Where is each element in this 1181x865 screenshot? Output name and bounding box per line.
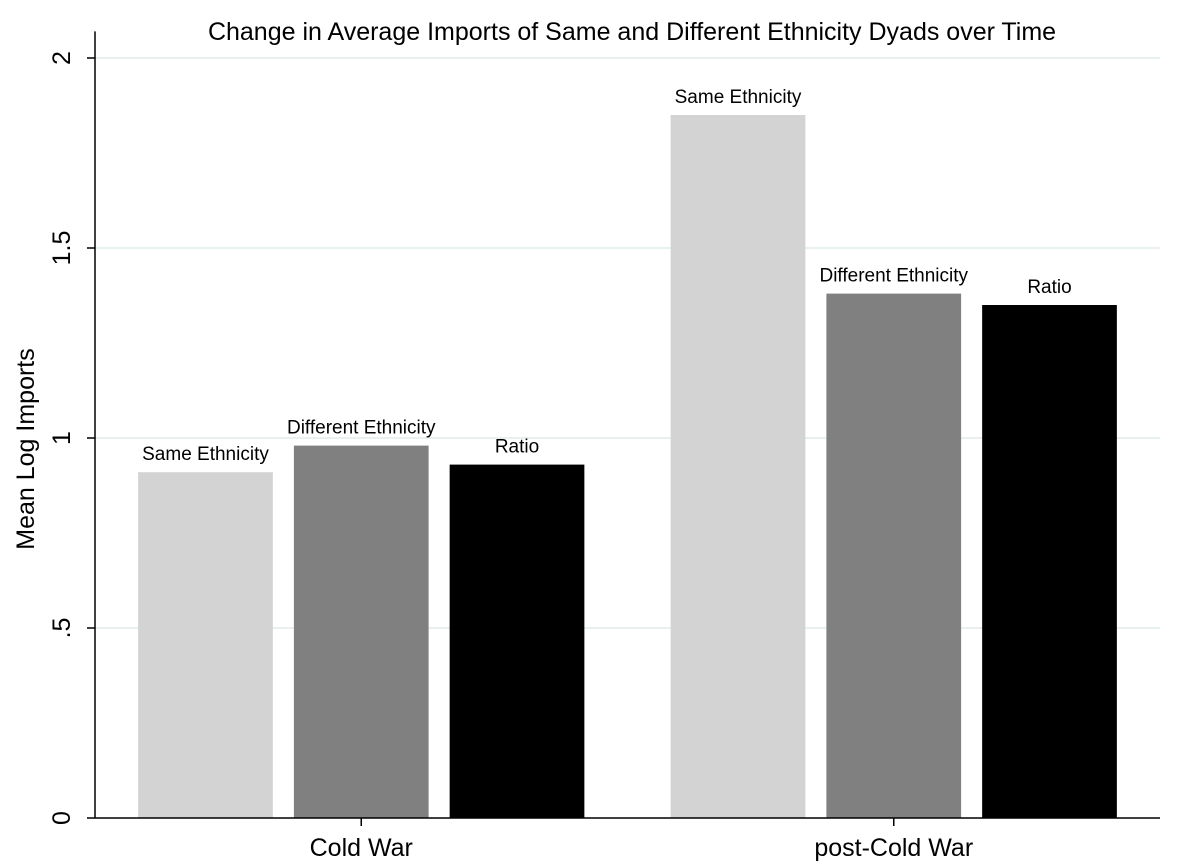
bar (982, 305, 1117, 818)
bar (449, 464, 585, 818)
x-axis-ticks: Cold War post-Cold War (310, 818, 973, 862)
bar-label: Same Ethnicity (675, 87, 802, 108)
bar-label: Ratio (1027, 277, 1071, 298)
chart-title: Change in Average Imports of Same and Di… (208, 18, 1056, 46)
x-tick-label: post-Cold War (814, 834, 973, 862)
y-tick-label: 2 (48, 51, 76, 65)
bar-label: Ratio (495, 437, 539, 458)
bar (138, 472, 273, 818)
y-tick-label: 1 (48, 431, 76, 445)
y-axis-title: Mean Log Imports (12, 348, 40, 550)
axes (94, 31, 1160, 819)
bar (826, 293, 962, 819)
y-axis-ticks: 0 .5 1 1.5 2 (48, 51, 95, 825)
y-tick-label: .5 (48, 618, 76, 639)
bar (670, 115, 806, 818)
bar (293, 445, 429, 818)
bar-label: Same Ethnicity (142, 444, 269, 465)
bars (138, 115, 1117, 819)
x-tick-label: Cold War (310, 834, 413, 862)
bar-label: Different Ethnicity (287, 418, 436, 439)
bar-labels: Same Ethnicity Different Ethnicity Ratio Sa… (142, 87, 1072, 465)
y-tick-label: 1.5 (48, 231, 76, 266)
y-tick-label: 0 (48, 811, 76, 825)
bar-label: Different Ethnicity (819, 266, 968, 287)
